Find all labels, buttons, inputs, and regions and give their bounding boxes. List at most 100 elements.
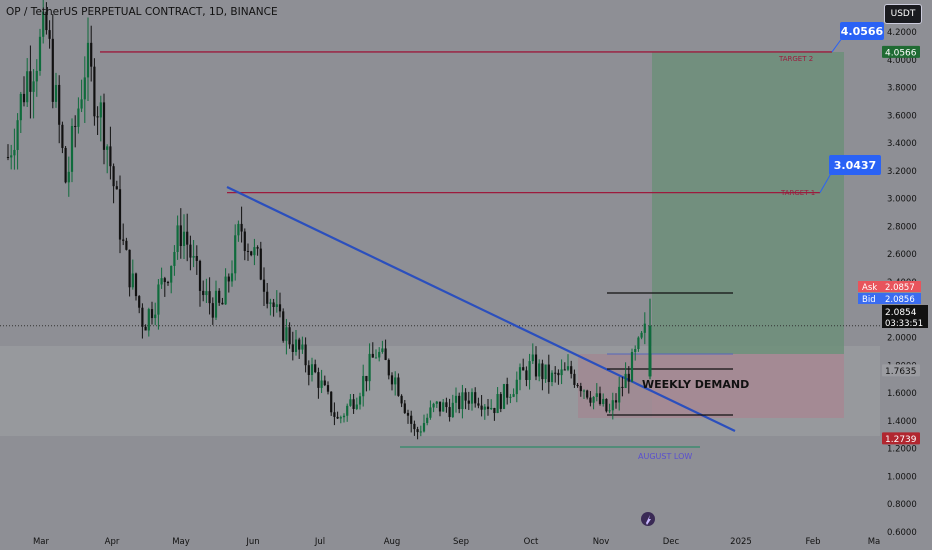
currency-badge[interactable]: USDT <box>884 4 922 24</box>
candle-body <box>544 364 547 380</box>
candle-body <box>109 146 112 167</box>
x-tick-label: Nov <box>593 537 610 547</box>
candle-body <box>602 398 605 405</box>
candle-body <box>339 417 342 419</box>
x-tick-label: Oct <box>524 537 539 547</box>
candle-body <box>336 416 339 419</box>
candle-body <box>90 42 93 67</box>
candle-body <box>195 255 198 261</box>
support-axis-tag-bg <box>882 364 920 377</box>
candle-body <box>317 372 320 388</box>
candle-body <box>80 99 83 109</box>
x-tick-label: May <box>172 537 190 547</box>
candle-body <box>570 366 573 374</box>
candle-body <box>310 364 314 376</box>
candle-body <box>563 369 566 371</box>
candle-body <box>403 403 406 413</box>
candle-body <box>22 93 26 103</box>
candle-body <box>294 339 298 352</box>
candle-body <box>467 400 470 404</box>
candle-body <box>131 273 134 288</box>
candle-body <box>19 93 22 121</box>
candle-body <box>48 30 51 39</box>
candle-body <box>246 250 250 252</box>
candle-body <box>640 332 643 338</box>
candle-body <box>573 373 576 385</box>
candle-body <box>106 146 109 150</box>
candle-body <box>410 415 413 424</box>
last-candle-body <box>648 325 652 377</box>
candle-body <box>29 71 32 92</box>
candle-body <box>554 372 557 374</box>
candle-body <box>387 359 390 376</box>
candle-body <box>58 84 61 125</box>
candle-body <box>61 124 64 148</box>
chart-title: OP / TetherUS PERPETUAL CONTRACT, 1D, BI… <box>6 6 278 18</box>
candle-body <box>333 412 336 417</box>
candle-body <box>630 351 634 382</box>
candle-body <box>598 393 602 405</box>
candle-body <box>176 225 179 252</box>
candle-body <box>438 401 442 412</box>
candle-body <box>445 402 448 408</box>
candle-body <box>323 380 326 386</box>
y-tick-label: 3.0000 <box>887 195 917 205</box>
x-tick-label: 2025 <box>730 537 752 547</box>
candle-body <box>307 365 310 376</box>
candle-body <box>122 239 125 241</box>
candle-body <box>362 375 365 397</box>
candle-body <box>205 291 208 296</box>
candle-body <box>502 384 506 409</box>
target-2-label: TARGET 2 <box>778 55 813 63</box>
stop-axis-tag-bg <box>882 432 920 445</box>
candle-body <box>416 429 419 433</box>
candle-body <box>301 344 304 350</box>
candle-body <box>621 386 624 388</box>
candle-body <box>627 373 630 382</box>
candle-body <box>643 323 646 333</box>
candle-body <box>259 248 262 280</box>
candle-body <box>42 11 45 37</box>
candle-body <box>83 77 86 100</box>
y-tick-label: 1.4000 <box>887 417 917 427</box>
candle-body <box>250 251 253 256</box>
candle-body <box>128 249 131 288</box>
candle-body <box>422 423 426 432</box>
ask-tag-bg <box>858 281 921 292</box>
candle-body <box>371 353 374 358</box>
y-tick-label: 1.6000 <box>887 389 917 399</box>
candle-body <box>125 240 128 250</box>
candle-body <box>432 403 435 408</box>
candle-body <box>51 38 54 102</box>
candle-body <box>378 351 381 358</box>
candle-body <box>413 423 416 430</box>
candle-body <box>278 304 282 312</box>
candle-body <box>211 303 214 318</box>
candle-body <box>429 407 432 418</box>
candle-body <box>32 81 35 92</box>
candle-body <box>6 157 10 158</box>
candle-body <box>10 155 13 158</box>
candle-body <box>496 394 499 414</box>
candle-body <box>272 302 275 307</box>
candle-body <box>74 125 77 127</box>
candle-body <box>394 377 397 385</box>
candle-body <box>189 244 192 258</box>
x-tick-label: Mar <box>33 537 50 547</box>
candle-body <box>454 395 458 403</box>
candle-body <box>99 102 102 118</box>
candle-body <box>458 395 461 410</box>
candle-body <box>54 84 58 102</box>
candle-body <box>480 405 483 410</box>
profit-zone <box>652 52 844 354</box>
candle-body <box>67 171 70 183</box>
candle-body <box>506 384 509 398</box>
candle-body <box>154 314 157 319</box>
candle-body <box>102 102 106 150</box>
candle-body <box>595 393 598 397</box>
candle-body <box>326 385 330 392</box>
ask-tag-value: 2.0857 <box>885 283 915 293</box>
candle-body <box>170 265 173 283</box>
candle-body <box>13 149 16 156</box>
